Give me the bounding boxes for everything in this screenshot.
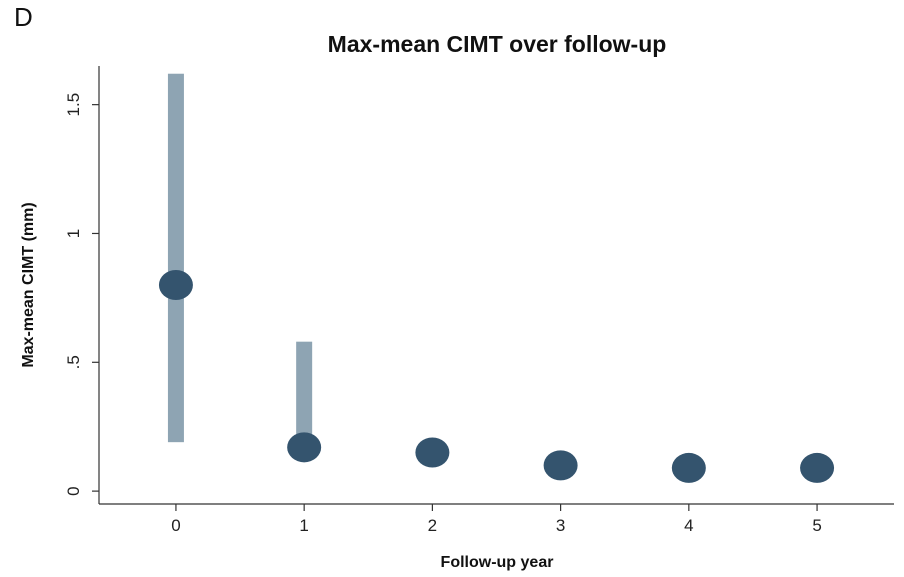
y-axis-ticks: 0 .5 1 1.5 [64,93,99,496]
x-axis-ticks: 0 1 2 3 4 5 [171,504,822,535]
x-tick-label: 5 [812,516,821,535]
panel-label: D [14,2,33,32]
y-tick-label: 0 [64,486,83,495]
data-point [800,452,835,483]
x-tick-label: 1 [299,516,308,535]
x-tick-label: 0 [171,516,180,535]
data-point [158,270,193,300]
chart-title: Max-mean CIMT over follow-up [328,31,667,57]
x-tick-label: 4 [684,516,693,535]
y-tick-label: .5 [64,355,83,369]
x-tick-label: 2 [428,516,437,535]
data-point [671,452,706,483]
data-point [287,432,322,463]
data-markers [158,270,835,483]
range-bar [296,341,313,448]
range-bar [167,73,184,443]
x-tick-label: 3 [556,516,565,535]
data-point [543,450,578,481]
range-bars [167,73,313,448]
y-axis-title: Max-mean CIMT (mm) [20,202,37,367]
y-tick-label: 1 [64,229,83,238]
data-point [415,437,450,468]
x-axis-title: Follow-up year [441,554,554,571]
y-tick-label: 1.5 [64,93,83,117]
